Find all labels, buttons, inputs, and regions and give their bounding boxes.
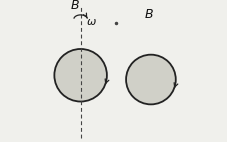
Text: $B$: $B$ <box>143 8 153 21</box>
Circle shape <box>54 49 106 102</box>
Text: $B$: $B$ <box>70 0 79 12</box>
Text: $\omega$: $\omega$ <box>86 17 97 27</box>
Circle shape <box>126 55 175 104</box>
